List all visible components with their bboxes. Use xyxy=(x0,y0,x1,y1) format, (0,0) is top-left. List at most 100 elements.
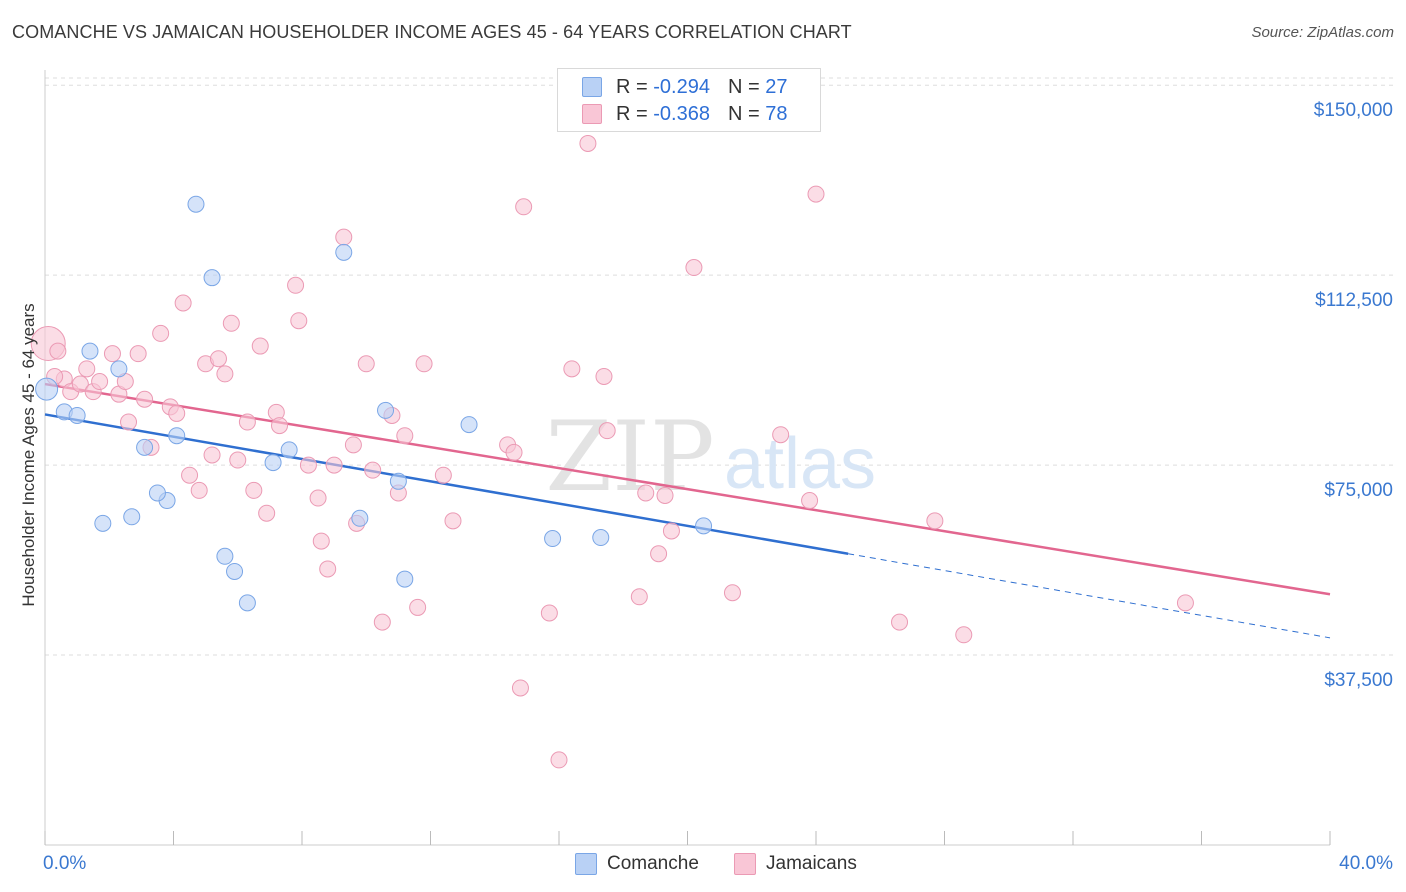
comanche-legend-swatch xyxy=(575,853,597,875)
chart-title: COMANCHE VS JAMAICAN HOUSEHOLDER INCOME … xyxy=(12,22,852,42)
legend-row-comanche: R = -0.294 N = 27 xyxy=(558,73,787,101)
jamaican-point xyxy=(344,436,362,454)
jamaican-point xyxy=(662,522,680,540)
jamaican-point xyxy=(49,342,67,360)
r-label: R = xyxy=(616,75,648,98)
watermark-zip: ZIP xyxy=(545,401,714,513)
jamaican-point xyxy=(563,360,581,378)
jamaican-point xyxy=(598,422,616,440)
jamaican-point xyxy=(312,532,330,550)
r-value: -0.368 xyxy=(653,102,710,125)
comanche-point xyxy=(592,529,610,547)
y-tick-label: $150,000 xyxy=(1314,100,1393,121)
jamaican-point xyxy=(595,367,613,385)
jamaican-point xyxy=(685,259,703,277)
jamaican-point xyxy=(203,446,221,464)
comanche-point xyxy=(264,454,282,472)
jamaican-point xyxy=(335,228,353,246)
jamaican-point xyxy=(1176,594,1194,612)
n-label: N = xyxy=(727,102,760,125)
jamaican-point xyxy=(434,466,452,484)
jamaican-point xyxy=(287,276,305,294)
watermark-atlas: atlas xyxy=(724,424,876,504)
comanche-point xyxy=(136,438,154,456)
jamaican-point xyxy=(168,404,186,422)
comanche-point xyxy=(216,547,234,565)
n-label: N = xyxy=(727,75,760,98)
comanche-point xyxy=(203,269,221,287)
comanche-point xyxy=(335,243,353,261)
jamaicans-swatch xyxy=(582,104,602,124)
jamaican-point xyxy=(505,443,523,461)
legend-row-jamaicans: R = -0.368 N = 78 xyxy=(558,100,787,128)
axes xyxy=(44,70,1331,846)
comanche-point xyxy=(94,514,112,532)
jamaican-point xyxy=(309,489,327,507)
jamaican-point xyxy=(325,456,343,474)
jamaican-point xyxy=(319,560,337,578)
jamaican-point xyxy=(415,355,433,373)
jamaican-point xyxy=(129,345,147,363)
jamaican-point xyxy=(772,426,790,444)
x-tick-label: 40.0% xyxy=(1339,853,1393,874)
comanche-point xyxy=(148,484,166,502)
legend-item-comanche[interactable]: Comanche xyxy=(575,852,699,876)
comanche-point xyxy=(544,530,562,548)
comanche-point xyxy=(168,427,186,445)
comanche-point xyxy=(123,508,141,526)
jamaican-point xyxy=(299,456,317,474)
legend-item-jamaicans[interactable]: Jamaicans xyxy=(734,852,857,876)
jamaican-point xyxy=(271,417,289,435)
jamaican-point xyxy=(579,134,597,152)
jamaican-point xyxy=(181,466,199,484)
jamaican-point xyxy=(71,375,89,393)
jamaican-point xyxy=(258,504,276,522)
jamaican-point xyxy=(637,484,655,502)
jamaican-point xyxy=(190,481,208,499)
jamaican-point xyxy=(515,198,533,216)
y-tick-label: $112,500 xyxy=(1315,290,1393,311)
y-axis-label: Householder Income Ages 45 - 64 years xyxy=(19,303,38,606)
comanche-point xyxy=(351,509,369,527)
comanche-point xyxy=(460,416,478,434)
jamaican-point xyxy=(209,350,227,368)
jamaican-point xyxy=(955,626,973,644)
data-points xyxy=(30,134,1194,769)
jamaican-point xyxy=(120,413,138,431)
comanche-trend-extension xyxy=(848,553,1331,639)
comanche-point xyxy=(35,377,59,401)
jamaican-point xyxy=(630,588,648,606)
comanche-point xyxy=(280,441,298,459)
jamaicans-legend-swatch xyxy=(734,853,756,875)
jamaican-point xyxy=(251,337,269,355)
jamaican-point xyxy=(238,413,256,431)
jamaican-point xyxy=(540,604,558,622)
legend-label-jamaicans: Jamaicans xyxy=(766,853,857,874)
jamaican-point xyxy=(891,613,909,631)
tick-labels: $37,500 $75,000 $112,500 $150,000 0.0% 40.0% xyxy=(43,100,1393,874)
jamaicans-trend-line xyxy=(44,382,1331,596)
comanche-point xyxy=(377,401,395,419)
jamaican-point xyxy=(229,451,247,469)
jamaican-point xyxy=(78,360,96,378)
jamaican-point xyxy=(409,598,427,616)
jamaican-point xyxy=(152,324,170,342)
y-tick-label: $75,000 xyxy=(1324,480,1393,501)
comanche-point xyxy=(226,562,244,580)
comanche-point xyxy=(396,570,414,588)
jamaican-point xyxy=(91,373,109,391)
jamaican-point xyxy=(801,492,819,510)
x-tick-label: 0.0% xyxy=(43,853,86,874)
jamaican-point xyxy=(103,345,121,363)
jamaican-point xyxy=(396,427,414,445)
comanche-swatch xyxy=(582,77,602,97)
jamaican-point xyxy=(650,545,668,563)
jamaican-point xyxy=(364,461,382,479)
comanche-point xyxy=(695,517,713,535)
jamaican-point xyxy=(174,294,192,312)
source-label: Source: ZipAtlas.com xyxy=(1251,24,1394,41)
jamaican-point xyxy=(511,679,529,697)
correlation-legend: R = -0.294 N = 27 R = -0.368 N = 78 xyxy=(557,68,821,132)
jamaican-point xyxy=(444,512,462,530)
